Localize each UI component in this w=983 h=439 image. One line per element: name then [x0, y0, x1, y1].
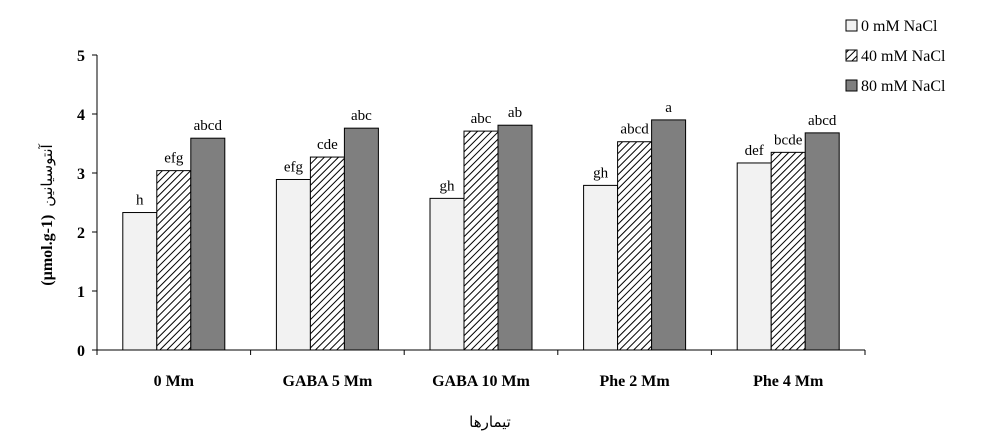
bar-data-label: abc	[351, 108, 372, 124]
bar	[736, 162, 772, 351]
bar	[463, 130, 499, 351]
bar-data-label: efg	[164, 151, 184, 167]
category-label: 0 Mm	[154, 373, 195, 390]
legend-label: 80 mM NaCl	[861, 78, 946, 95]
y-tick-label: 4	[77, 107, 85, 124]
legend-swatch	[845, 79, 858, 92]
bar-data-label: ab	[508, 105, 522, 121]
legend-swatch	[845, 19, 858, 32]
bar	[156, 170, 192, 351]
bar-data-label: cde	[317, 137, 338, 153]
bar	[309, 156, 345, 351]
category-label: GABA 5 Mm	[283, 373, 373, 390]
legend-swatch	[845, 49, 858, 62]
y-tick-label: 2	[77, 225, 85, 242]
bar-data-label: bcde	[774, 132, 803, 148]
bar	[651, 119, 687, 351]
category-label: Phe 2 Mm	[599, 373, 670, 390]
bar-data-label: gh	[593, 165, 609, 181]
bar-data-label: efg	[284, 159, 304, 175]
bar-data-label: abcd	[620, 122, 649, 138]
bar	[275, 178, 311, 351]
bar	[497, 124, 533, 351]
y-tick-label: 0	[77, 343, 85, 360]
y-axis-label: آنتوسیانین	[38, 143, 56, 206]
y-axis-unit: (µmol.g-1)	[39, 215, 56, 286]
bar-data-label: gh	[440, 178, 456, 194]
bar-data-label: h	[136, 193, 144, 209]
y-tick-label: 1	[77, 284, 85, 301]
legend-label: 0 mM NaCl	[861, 18, 938, 35]
bar	[190, 137, 226, 351]
category-label: Phe 4 Mm	[753, 373, 824, 390]
bar-data-label: abcd	[808, 113, 837, 129]
bar-data-label: a	[665, 100, 672, 116]
bar	[583, 184, 619, 351]
bar	[617, 141, 653, 351]
x-axis-title: تیمارها	[469, 413, 511, 431]
y-axis-title: (µmol.g-1) آنتوسیانین	[38, 143, 56, 285]
bar-data-label: abcd	[194, 118, 223, 134]
bar	[770, 151, 806, 351]
y-tick-label: 5	[77, 48, 85, 65]
bar-data-label: def	[745, 143, 764, 159]
bar	[804, 132, 840, 351]
y-tick-label: 3	[77, 166, 85, 183]
svg-text:(µmol.g-1) آنتوسیانین: (µmol.g-1) آنتوسیانین	[38, 143, 56, 285]
bar-data-label: abc	[471, 111, 492, 127]
category-label: GABA 10 Mm	[432, 373, 530, 390]
legend-label: 40 mM NaCl	[861, 48, 946, 65]
bar	[429, 197, 465, 351]
bar	[122, 212, 158, 351]
legend: 0 mM NaCl 40 mM NaCl 80 mM NaCl	[845, 18, 946, 95]
bar	[343, 127, 379, 351]
